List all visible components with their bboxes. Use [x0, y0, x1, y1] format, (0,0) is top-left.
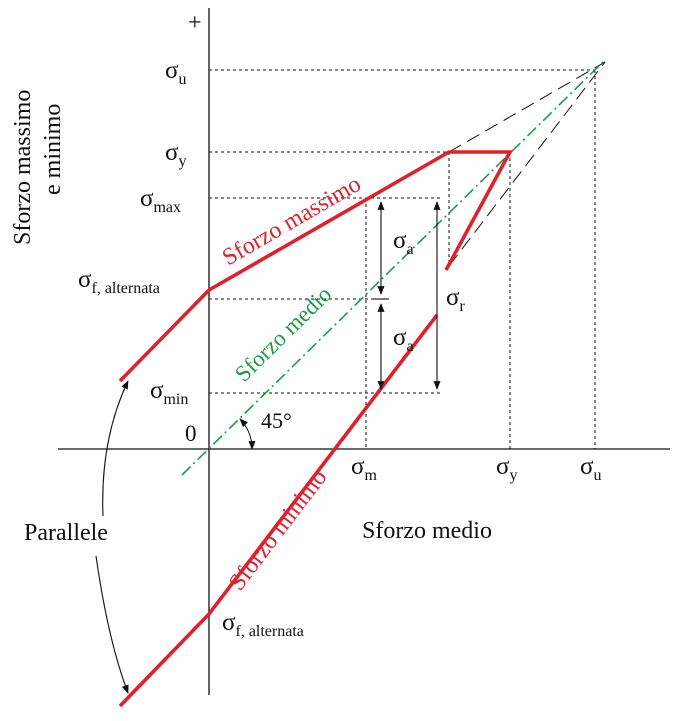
- tick-sigma-u-x: σu: [580, 453, 601, 484]
- label-parallel: Parallele: [24, 520, 108, 546]
- tick-sigma-f-upper: σf, alternata: [78, 266, 160, 297]
- x-axis-label: Sforzo medio: [362, 518, 492, 544]
- label-max-stress: Sforzo massimo: [218, 171, 366, 271]
- angle-marker: [239, 418, 256, 450]
- min-stress-line: [118, 313, 439, 708]
- parallel-arrows: [95, 380, 129, 694]
- tick-sigma-y-y: σy: [165, 139, 186, 170]
- y-axis-label-line2: e minimo: [40, 104, 66, 195]
- tick-sigma-min: σmin: [150, 377, 188, 408]
- mean-stress-line: [181, 59, 606, 476]
- max-stress-line: [118, 150, 514, 383]
- parallel-arrow-upper: [102, 380, 129, 517]
- horizontal-guides: [209, 69, 595, 394]
- label-angle: 45°: [261, 408, 292, 433]
- y-axis-label-line1: Sforzo massimo: [10, 90, 36, 245]
- tick-sigma-f-lower: σf, alternata: [222, 609, 304, 640]
- label-mean-stress: Sforzo medio: [230, 281, 336, 386]
- origin-label: 0: [185, 421, 197, 446]
- label-sigma-a-upper: σa: [393, 227, 414, 258]
- construction-lines: [448, 61, 606, 267]
- tick-sigma-y-x: σy: [496, 453, 517, 484]
- parallel-arrow-lower: [95, 555, 129, 694]
- tick-sigma-max: σmax: [140, 185, 181, 216]
- dimension-arrows: [373, 201, 441, 390]
- label-sigma-r: σr: [446, 284, 465, 315]
- plus-sign: +: [188, 10, 202, 36]
- tick-sigma-u-y: σu: [165, 57, 186, 88]
- vertical-guides: [365, 70, 596, 449]
- label-sigma-a-lower: σa: [393, 324, 414, 355]
- label-min-stress: Sforzo minimo: [224, 465, 332, 596]
- tick-sigma-m: σm: [351, 453, 377, 484]
